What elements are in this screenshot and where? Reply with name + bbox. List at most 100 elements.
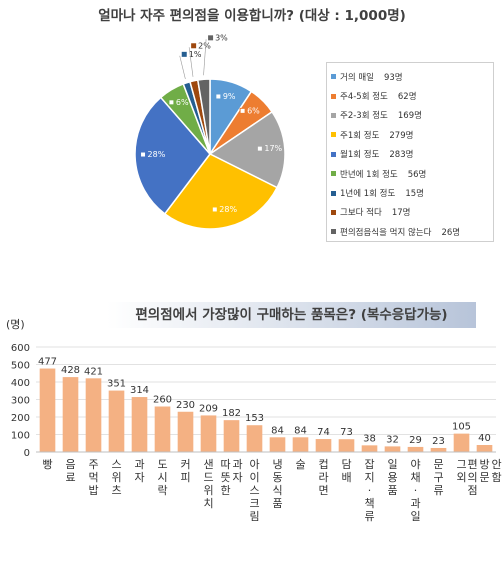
- pie-chart: 9% 6% 17% 28% 28% 6% 1%2% 3%: [134, 33, 286, 230]
- bar: [108, 390, 125, 452]
- pie-label-swatch: [256, 145, 263, 152]
- legend-value: 279명: [389, 130, 414, 141]
- legend-label: 그보다 적다: [340, 208, 382, 219]
- bar: [177, 411, 194, 452]
- legend-label: 편의점음식을 먹지 않는다: [340, 227, 432, 238]
- legend-swatch: [331, 190, 336, 196]
- bar-chart-title: 편의점에서 가장많이 구매하는 품목은? (복수응답가능): [135, 307, 448, 323]
- bar-value-label: 73: [340, 427, 353, 438]
- legend-swatch: [331, 209, 336, 215]
- legend-value: 169명: [397, 111, 422, 122]
- pie-label-swatch: [211, 206, 218, 213]
- bar-value-label: 153: [245, 413, 264, 424]
- bar: [39, 368, 56, 452]
- bar: [269, 437, 286, 452]
- y-axis-unit: (명): [6, 318, 25, 331]
- legend-swatch: [331, 74, 336, 80]
- pie-leader-line: [203, 39, 207, 76]
- pie-label: 9%: [223, 92, 236, 101]
- x-category-label-part: 술: [295, 458, 305, 471]
- legend-value: 26명: [441, 227, 461, 238]
- x-category-label: 편 의 점방 문안 함: [467, 458, 501, 497]
- legend-label: 거의 매일: [340, 72, 374, 83]
- pie-label-swatch: [191, 43, 197, 49]
- bar: [407, 446, 424, 452]
- y-tick-label: 300: [11, 396, 30, 407]
- bar-value-label: 29: [409, 435, 422, 446]
- bar: [453, 433, 470, 452]
- pie-label: 28%: [148, 150, 166, 159]
- bar: [338, 439, 355, 452]
- bar-title-banner: 편의점에서 가장많이 구매하는 품목은? (복수응답가능): [107, 302, 476, 328]
- bar: [131, 397, 148, 452]
- bar-value-label: 314: [130, 385, 149, 396]
- bar: [223, 420, 240, 452]
- legend-swatch: [331, 151, 336, 157]
- x-category-label: 야 채 · 과 일: [410, 458, 420, 523]
- pie-leader-line: [188, 47, 194, 77]
- legend-value: 17명: [391, 208, 411, 219]
- bar: [154, 406, 171, 452]
- bar-value-label: 40: [478, 433, 491, 444]
- legend-label: 1년에 1회 정도: [340, 189, 396, 200]
- pie-label: 1%: [189, 50, 202, 59]
- pie-chart-title: 얼마나 자주 편의점을 이용합니까? (대상 : 1,000명): [98, 8, 406, 24]
- legend-label: 주4-5회 정도: [340, 92, 388, 103]
- bar-chart: (명) 0 100 200 300 400 500 600 477 빵 428 음 료 421 주 먹 밥 351…: [6, 318, 502, 523]
- legend-value: 62명: [397, 92, 417, 103]
- pie-label-swatch: [215, 93, 222, 100]
- pie-slice: [196, 78, 211, 155]
- legend-item: 월1회 정도 283명: [331, 145, 493, 164]
- bar-value-label: 477: [38, 357, 57, 368]
- bar: [85, 378, 102, 452]
- bar-value-label: 105: [452, 422, 471, 433]
- bar-value-label: 428: [61, 365, 80, 376]
- pie-label: 2%: [198, 41, 211, 50]
- legend-label: 주2-3회 정도: [340, 111, 388, 122]
- legend-label: 월1회 정도: [340, 150, 380, 161]
- legend-value: 15명: [405, 189, 424, 200]
- bar-value-label: 74: [317, 427, 330, 438]
- legend-item: 편의점음식을 먹지 않는다 26명: [331, 222, 493, 241]
- pie-label: 17%: [264, 144, 282, 153]
- bar-value-label: 351: [107, 379, 126, 390]
- legend-swatch: [331, 112, 336, 118]
- bar: [200, 415, 217, 452]
- pie-label-swatch: [168, 99, 175, 106]
- y-tick-label: 600: [11, 343, 30, 354]
- pie-label-swatch: [208, 35, 214, 41]
- y-tick-label: 0: [24, 448, 30, 459]
- legend-value: 283명: [389, 150, 414, 161]
- legend-item: 주2-3회 정도 169명: [331, 106, 493, 125]
- bar-value-label: 182: [222, 408, 241, 419]
- bar: [476, 445, 493, 452]
- bar-value-label: 38: [363, 433, 376, 444]
- bar: [430, 447, 447, 452]
- bar-value-label: 84: [294, 425, 307, 436]
- bar-value-label: 209: [199, 403, 218, 414]
- y-tick-label: 100: [11, 431, 30, 442]
- bar-value-label: 23: [432, 436, 445, 447]
- bar-value-label: 260: [153, 395, 172, 406]
- legend-value: 93명: [383, 72, 403, 83]
- legend-item: 1년에 1회 정도 15명: [331, 183, 493, 202]
